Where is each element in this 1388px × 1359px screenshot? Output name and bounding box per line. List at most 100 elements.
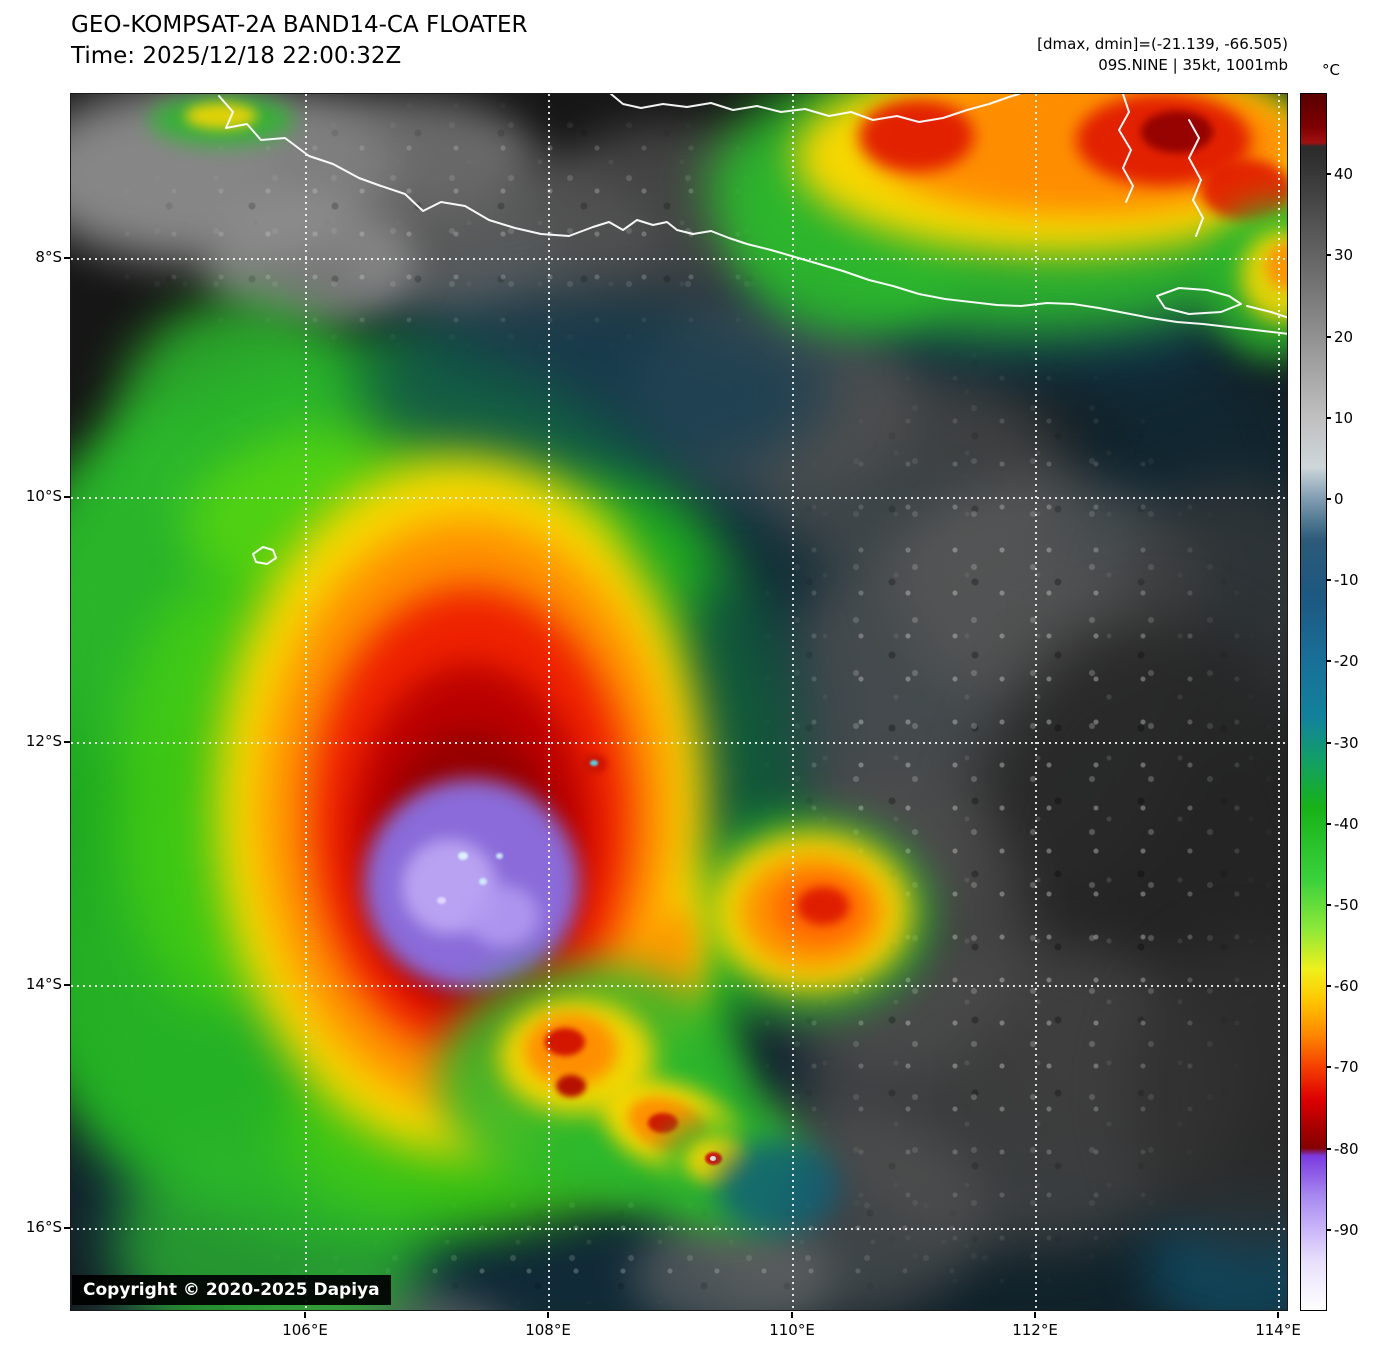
cloud-blob — [706, 94, 1287, 334]
cloud-blob — [401, 838, 497, 934]
cloud-blob — [711, 832, 911, 992]
colorbar-tick-label: -40 — [1334, 814, 1359, 833]
colorbar-tick-mark — [1326, 416, 1331, 419]
colorbar-tick-mark — [1326, 498, 1331, 500]
cloud-blob — [380, 729, 560, 989]
cloud-blob — [556, 1075, 586, 1097]
cloud-blob — [711, 219, 1231, 389]
grid-line-horizontal — [71, 985, 1287, 987]
lon-tick-mark — [1277, 1312, 1279, 1318]
dmax-dmin-readout: [dmax, dmin]=(-21.139, -66.505) — [1037, 35, 1288, 53]
lat-tick-mark — [64, 257, 70, 259]
cloud-blob — [676, 1109, 986, 1310]
cloud-blob — [495, 853, 503, 859]
cloud-blob — [71, 799, 316, 1189]
colorbar-tick-label: -30 — [1334, 733, 1359, 752]
cloud-blob — [71, 969, 441, 1310]
cloud-blob — [761, 374, 1071, 584]
cloud-blob — [1126, 939, 1287, 1249]
cloud-blob — [331, 239, 851, 569]
coastline-lombok — [1188, 119, 1204, 237]
cloud-blob — [1116, 479, 1287, 749]
cloud-blob — [1241, 230, 1287, 322]
cloud-blob — [186, 419, 616, 629]
colorbar-tick-label: 40 — [1334, 165, 1354, 184]
cloud-blob — [206, 199, 416, 329]
cloud-blob — [676, 811, 936, 1021]
cloud-blob — [321, 1159, 861, 1310]
cloud-blob — [536, 124, 806, 304]
lat-label: 12°S — [25, 732, 62, 750]
coastline-java-south — [218, 95, 1287, 335]
colorbar-tick-label: -50 — [1334, 896, 1359, 914]
lat-label: 14°S — [25, 975, 62, 993]
cloud-blob — [1075, 94, 1251, 186]
cloud-blob — [523, 849, 739, 1149]
cloud-blob — [276, 1034, 706, 1224]
cloud-blob — [736, 144, 966, 334]
header-meta: [dmax, dmin]=(-21.139, -66.505) 09S.NINE… — [1037, 34, 1288, 76]
coastline-layer — [218, 94, 1287, 565]
colorbar-tick-label: -10 — [1334, 571, 1359, 590]
colorbar-tick-mark — [1326, 985, 1331, 988]
cumulus-texture-right — [711, 324, 1287, 1310]
coastline-east-exit — [1246, 305, 1287, 319]
cloud-blob — [508, 997, 844, 1275]
grid-line-horizontal — [71, 742, 1287, 744]
lon-label: 106°E — [282, 1321, 328, 1339]
copyright-badge: Copyright © 2020-2025 Dapiya — [72, 1275, 391, 1305]
cloud-blob — [1266, 243, 1287, 289]
colorbar-tick-mark — [1326, 904, 1331, 906]
cloud-blob — [588, 1061, 754, 1191]
cloud-blob — [467, 885, 539, 947]
grid-line-vertical — [548, 94, 550, 1310]
cloud-blob — [266, 96, 536, 216]
cloud-blob — [590, 760, 598, 766]
colorbar-tick-label: -60 — [1334, 977, 1359, 996]
cloud-blob — [797, 887, 849, 925]
cloud-blob — [458, 852, 468, 860]
lon-tick-mark — [791, 1312, 793, 1318]
cloud-blob — [545, 1028, 585, 1056]
cloud-blob — [116, 579, 326, 1009]
colorbar-tick-mark — [1326, 822, 1331, 825]
cloud-blob — [626, 429, 1056, 819]
cloud-blob — [704, 1151, 722, 1165]
cloud-blob — [791, 1134, 1271, 1310]
grid-line-vertical — [1278, 94, 1280, 1310]
cloud-blob — [71, 504, 246, 924]
cloud-blob — [436, 964, 746, 1194]
colorbar-tick-label: -80 — [1334, 1139, 1359, 1158]
grid-line-vertical — [1035, 94, 1037, 1310]
grid-line-horizontal — [71, 497, 1287, 499]
cloud-blob — [479, 877, 487, 885]
lat-tick-mark — [64, 496, 70, 498]
lat-label: 10°S — [25, 487, 62, 505]
cloud-blob — [148, 94, 294, 146]
cloud-blob — [756, 529, 1186, 919]
cloud-blob — [868, 94, 1287, 215]
cloud-blob — [262, 519, 672, 1105]
lat-lon-grid — [71, 94, 1287, 1310]
coastline-small-island — [1156, 287, 1242, 315]
colorbar-tick-mark — [1326, 1066, 1331, 1069]
cloud-blob — [1201, 159, 1287, 221]
grid-line-vertical — [305, 94, 307, 1310]
cloud-blob — [896, 479, 1206, 709]
cloud-blob — [1203, 204, 1287, 360]
cloud-blob — [351, 664, 591, 1014]
colorbar-tick-label: -20 — [1334, 652, 1359, 671]
lon-tick-mark — [304, 1312, 306, 1318]
satellite-map: Copyright © 2020-2025 Dapiya — [70, 93, 1288, 1311]
lon-tick-mark — [1034, 1312, 1036, 1318]
colorbar-tick-mark — [1326, 1228, 1331, 1231]
lon-label: 108°E — [525, 1321, 571, 1339]
cloud-blob — [858, 100, 974, 172]
colorbar-tick-mark — [1326, 254, 1331, 257]
lat-tick-mark — [64, 1227, 70, 1229]
coastline-bali-strait — [1118, 94, 1134, 203]
colorbar-tick-mark — [1326, 660, 1331, 663]
colorbar-tick-label: 10 — [1334, 408, 1354, 427]
cloud-blob — [626, 304, 916, 494]
cloud-blob — [363, 779, 579, 989]
